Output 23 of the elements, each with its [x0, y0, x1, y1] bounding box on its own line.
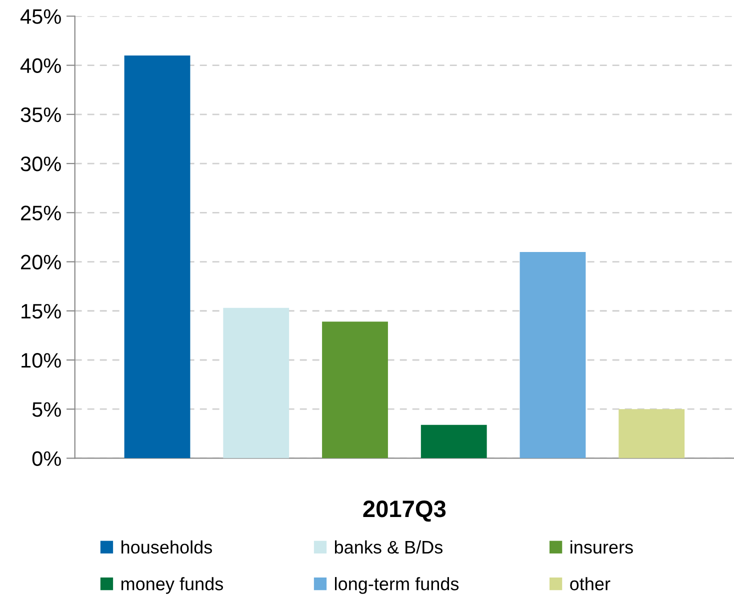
legend-label: long-term funds: [335, 577, 459, 594]
legend-label: households: [122, 540, 212, 554]
legend-label: other: [570, 577, 610, 590]
y-tick-label: 40%: [20, 58, 61, 74]
legend-label: money funds: [121, 577, 224, 594]
y-tick-label: 5%: [32, 402, 61, 417]
bar: [322, 322, 388, 458]
bar: [618, 409, 685, 458]
y-tick-label: 20%: [21, 254, 61, 270]
bar: [124, 55, 190, 458]
bar: [520, 252, 586, 458]
legend-label: insurers: [570, 540, 633, 554]
bar: [223, 308, 290, 458]
legend-label: banks & B/Ds: [334, 540, 443, 554]
y-tick-label: 30%: [20, 156, 61, 172]
y-tick-label: 35%: [20, 107, 61, 122]
x-tick-label: 2017Q3: [363, 500, 446, 522]
y-tick-label: 25%: [21, 206, 61, 220]
bar: [420, 424, 487, 458]
y-tick-label: 15%: [22, 304, 61, 319]
y-tick-label: 10%: [22, 353, 61, 368]
y-tick-label: 0%: [32, 451, 61, 466]
y-tick-label: 45%: [20, 9, 61, 24]
